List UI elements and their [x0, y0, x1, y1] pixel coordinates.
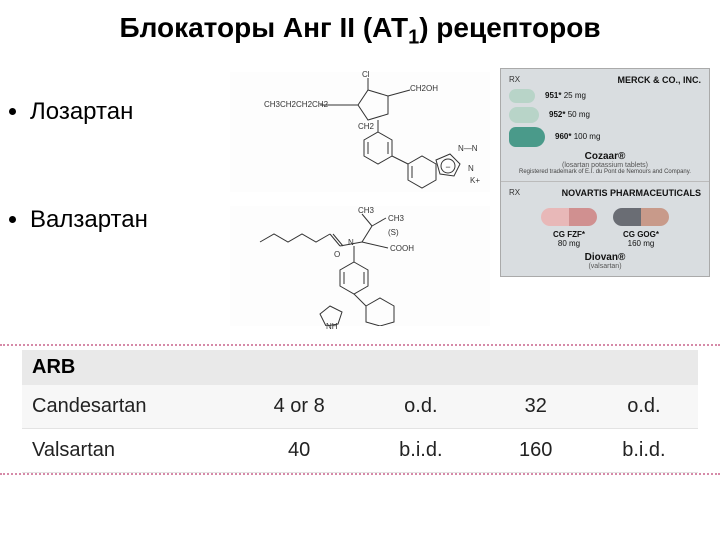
capsule-80-pill	[541, 208, 597, 226]
cell-dose1: 40	[238, 428, 360, 472]
capsule-80: CG FZF*80 mg	[541, 208, 597, 248]
bullet-losartan: Лозартан	[30, 98, 230, 126]
diovan-sub: (valsartan)	[509, 263, 701, 270]
cap2-left	[613, 208, 641, 226]
cell-freq1: b.i.d.	[360, 428, 482, 472]
table-row: Candesartan 4 or 8 o.d. 32 o.d.	[22, 385, 698, 429]
arb-table: Candesartan 4 or 8 o.d. 32 o.d. Valsarta…	[22, 385, 698, 473]
cap1-dose: 80 mg	[558, 239, 580, 248]
chem-k: K+	[470, 176, 480, 185]
cap1-right	[569, 208, 597, 226]
losartan-structure: − Cl CH3CH2CH2CH2 CH2OH CH2 N—N N K+	[230, 72, 490, 192]
cell-freq2: b.i.d.	[590, 428, 698, 472]
svg-text:−: −	[445, 162, 450, 172]
pill-row-3: 960* 100 mg	[509, 127, 701, 147]
merck-brand: MERCK & CO., INC.	[617, 75, 701, 85]
novartis-brand: NOVARTIS PHARMACEUTICALS	[562, 188, 701, 198]
slide-title: Блокаторы Анг II (АТ1) рецепторов	[0, 0, 720, 68]
chem-butyl: CH3CH2CH2CH2	[264, 100, 328, 109]
chem2-ch3: CH3	[358, 206, 374, 215]
chemistry-column: − Cl CH3CH2CH2CH2 CH2OH CH2 N—N N K+	[230, 68, 500, 326]
diovan-name: Diovan®	[585, 252, 626, 263]
pill-960	[509, 127, 545, 147]
chem-ch2oh: CH2OH	[410, 84, 438, 93]
cap1-label: CG FZF*	[553, 230, 585, 239]
cell-freq1: o.d.	[360, 385, 482, 429]
chem-nn: N—N	[458, 144, 478, 153]
chem2-s: (S)	[388, 228, 399, 237]
capsule-row: CG FZF*80 mg CG GOG*160 mg	[509, 208, 701, 248]
chem2-ch3b: CH3	[388, 214, 404, 223]
pill3-code: 960*	[555, 132, 571, 141]
chem2-cooh: COOH	[390, 244, 414, 253]
chem-n: N	[468, 164, 474, 173]
pill1-dose: 25 mg	[564, 91, 586, 100]
pill1-code: 951*	[545, 91, 561, 100]
pill-row-1: 951* 25 mg	[509, 89, 701, 103]
pill2-code: 952*	[549, 110, 565, 119]
cozaar-name: Cozaar®	[585, 151, 626, 162]
table-row: Valsartan 40 b.i.d. 160 b.i.d.	[22, 428, 698, 472]
cell-dose2: 32	[482, 385, 590, 429]
capsule-160: CG GOG*160 mg	[613, 208, 669, 248]
cell-freq2: o.d.	[590, 385, 698, 429]
rx-label-2: RX	[509, 188, 520, 198]
chem2-nh: NH	[326, 322, 338, 331]
chem2-o: O	[334, 250, 340, 259]
valsartan-structure: CH3 CH3 (S) COOH O N NH	[230, 206, 490, 326]
cell-name: Candesartan	[22, 385, 238, 429]
capsule-160-pill	[613, 208, 669, 226]
cap1-left	[541, 208, 569, 226]
pill-952	[509, 107, 539, 123]
pill-row-2: 952* 50 mg	[509, 107, 701, 123]
cell-name: Valsartan	[22, 428, 238, 472]
pharma-panel: RX MERCK & CO., INC. 951* 25 mg 952* 50 …	[500, 68, 710, 278]
cap2-dose: 160 mg	[628, 239, 655, 248]
cell-dose1: 4 or 8	[238, 385, 360, 429]
chem-cl: Cl	[362, 70, 370, 79]
cell-dose2: 160	[482, 428, 590, 472]
cap2-right	[641, 208, 669, 226]
pill2-dose: 50 mg	[568, 110, 590, 119]
chem2-n: N	[348, 238, 354, 247]
cozaar-block: RX MERCK & CO., INC. 951* 25 mg 952* 50 …	[501, 69, 709, 183]
cap2-label: CG GOG*	[623, 230, 659, 239]
arb-table-wrap: ARB Candesartan 4 or 8 o.d. 32 o.d. Vals…	[0, 344, 720, 475]
arb-header: ARB	[22, 350, 698, 385]
title-subscript: 1	[408, 27, 419, 49]
diovan-block: RX NOVARTIS PHARMACEUTICALS CG FZF*80 mg	[501, 182, 709, 276]
pill-951	[509, 89, 535, 103]
drug-bullets: Лозартан Валзартан	[0, 68, 230, 314]
title-post: ) рецепторов	[419, 12, 600, 43]
cozaar-fine: Registered trademark of E.I. du Pont de …	[509, 169, 701, 176]
title-pre: Блокаторы Анг II (АТ	[119, 12, 408, 43]
content-row: Лозартан Валзартан	[0, 68, 720, 326]
valsartan-svg	[230, 206, 490, 326]
cozaar-sub: (losartan potassium tablets)	[509, 162, 701, 169]
bullet-valsartan: Валзартан	[30, 206, 230, 234]
pill3-dose: 100 mg	[574, 132, 601, 141]
rx-label: RX	[509, 75, 520, 85]
chem-ch2: CH2	[358, 122, 374, 131]
losartan-svg: −	[230, 72, 490, 192]
